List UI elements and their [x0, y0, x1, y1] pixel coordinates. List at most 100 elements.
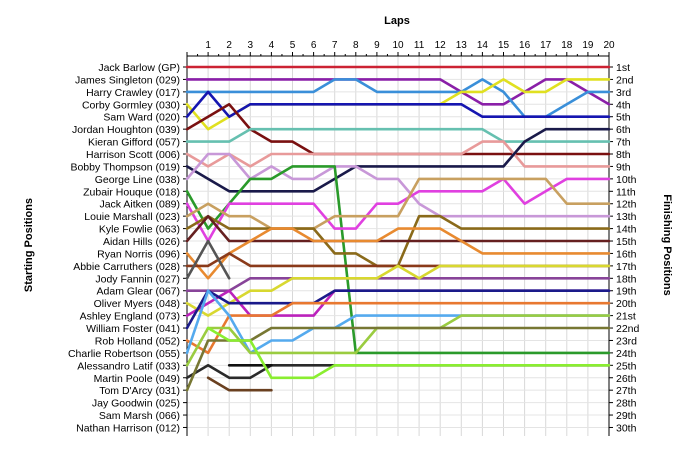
driver-label: William Foster (041): [86, 323, 180, 335]
finishing-position-label: 25th: [616, 360, 637, 372]
driver-label: Tom D'Arcy (031): [99, 385, 180, 397]
finishing-position-label: 10th: [616, 174, 637, 186]
x-tick-label: 16: [519, 40, 531, 51]
driver-label: Kieran Gifford (057): [88, 137, 180, 149]
x-tick-label: 5: [290, 40, 296, 51]
series-line-12: [185, 177, 611, 243]
series-line-29: [206, 326, 611, 380]
driver-label: George Line (038): [95, 174, 180, 186]
series-line-18: [185, 239, 231, 280]
finishing-position-label: 16th: [616, 248, 637, 260]
driver-label: Louie Marshall (023): [84, 211, 180, 223]
series-line-7: [185, 127, 611, 143]
series-line-23: [185, 301, 611, 355]
driver-label: Aidan Hills (026): [103, 236, 180, 248]
driver-label: Harrison Scott (006): [86, 149, 180, 161]
finishing-position-label: 22nd: [616, 323, 640, 335]
driver-label: Harry Crawley (017): [86, 87, 180, 99]
driver-label: Ryan Norris (096): [97, 248, 180, 260]
finishing-position-label: 7th: [616, 137, 631, 149]
finishing-position-label: 30th: [616, 422, 637, 434]
finishing-position-label: 23rd: [616, 335, 637, 347]
finishing-position-label: 2nd: [616, 74, 634, 86]
x-tick-label: 12: [435, 40, 447, 51]
driver-label: Sam Ward (020): [103, 112, 180, 124]
finishing-position-label: 18th: [616, 273, 637, 285]
driver-label: Ashley England (073): [80, 311, 180, 323]
series-line-10: [185, 152, 611, 218]
x-tick-label: 9: [374, 40, 380, 51]
x-tick-label: 15: [498, 40, 510, 51]
finishing-position-labels: 1st2nd3rd4th5th6th7th8th9th10th11th12th1…: [616, 62, 640, 434]
x-tick-label: 19: [582, 40, 594, 51]
finishing-position-label: 1st: [616, 62, 630, 74]
finishing-position-label: 8th: [616, 149, 631, 161]
driver-label: Jay Goodwin (025): [92, 398, 180, 410]
y-axis-title-right: Finishing Positions: [661, 194, 673, 295]
driver-label: Jordan Houghton (039): [72, 124, 180, 136]
driver-label: James Singleton (029): [75, 74, 180, 86]
driver-label: Charlie Robertson (055): [68, 348, 180, 360]
driver-label: Nathan Harrison (012): [76, 422, 180, 434]
series-line-30: [206, 376, 273, 392]
x-tick-label: 8: [353, 40, 359, 51]
series-line-2: [185, 78, 611, 106]
finishing-position-label: 24th: [616, 348, 637, 360]
driver-label: Jack Aitken (089): [99, 199, 180, 211]
x-tick-labels: 1 2 3 4 5 6 7 8 9 10 11 12 13 14 15 16 17 18 19 20: [205, 40, 615, 51]
finishing-position-label: 11th: [616, 186, 636, 198]
driver-label: Zubair Houque (018): [83, 186, 180, 198]
finishing-position-label: 14th: [616, 224, 637, 236]
driver-label: Rob Holland (052): [95, 335, 180, 347]
driver-label: Oliver Myers (048): [94, 298, 180, 310]
finishing-position-label: 4th: [616, 99, 631, 111]
finishing-position-label: 27th: [616, 385, 637, 397]
driver-label: Jody Fannin (027): [95, 273, 180, 285]
series-line-15: [185, 214, 611, 243]
x-tick-label: 10: [392, 40, 404, 51]
finishing-position-label: 19th: [616, 286, 637, 298]
finishing-position-label: 3rd: [616, 87, 631, 99]
finishing-position-label: 13th: [616, 211, 637, 223]
x-tick-label: 18: [561, 40, 573, 51]
series-line-11: [185, 165, 611, 355]
finishing-position-label: 29th: [616, 410, 637, 422]
starting-position-labels: Jack Barlow (GP)James Singleton (029)Har…: [68, 62, 180, 434]
driver-label: Alessandro Latif (033): [77, 360, 180, 372]
finishing-position-label: 15th: [616, 236, 637, 248]
x-tick-label: 2: [226, 40, 232, 51]
driver-label: Kyle Fowlie (063): [99, 224, 180, 236]
finishing-position-label: 17th: [616, 261, 637, 273]
series-line-22: [185, 289, 611, 330]
series-line-8: [185, 140, 611, 168]
series-line-9: [185, 127, 611, 193]
driver-label: Jack Barlow (GP): [98, 62, 180, 74]
finishing-position-label: 5th: [616, 112, 631, 124]
series-line-19: [185, 277, 611, 292]
driver-label: Martin Poole (049): [94, 373, 180, 385]
x-tick-label: 4: [269, 40, 275, 51]
series-line-13: [185, 177, 611, 230]
finishing-position-label: 28th: [616, 398, 637, 410]
driver-label: Bobby Thompson (019): [70, 161, 180, 173]
driver-label: Adam Glear (067): [97, 286, 180, 298]
x-tick-label: 17: [540, 40, 552, 51]
x-tick-label: 7: [332, 40, 338, 51]
finishing-position-label: 26th: [616, 373, 637, 385]
finishing-position-label: 6th: [616, 124, 631, 136]
driver-label: Sam Marsh (066): [99, 410, 180, 422]
x-tick-label: 20: [603, 40, 615, 51]
series-line-20: [185, 264, 611, 317]
x-tick-label: 11: [414, 40, 425, 51]
series-lines: [185, 65, 611, 392]
x-tick-label: 1: [205, 40, 211, 51]
x-tick-label: 6: [311, 40, 317, 51]
finishing-position-label: 12th: [616, 199, 637, 211]
series-line-5: [185, 90, 611, 118]
series-line-16: [185, 227, 611, 280]
driver-label: Corby Gormley (030): [82, 99, 180, 111]
series-line-27: [185, 326, 611, 392]
x-tick-label: 14: [477, 40, 489, 51]
finishing-position-label: 21st: [616, 311, 636, 323]
